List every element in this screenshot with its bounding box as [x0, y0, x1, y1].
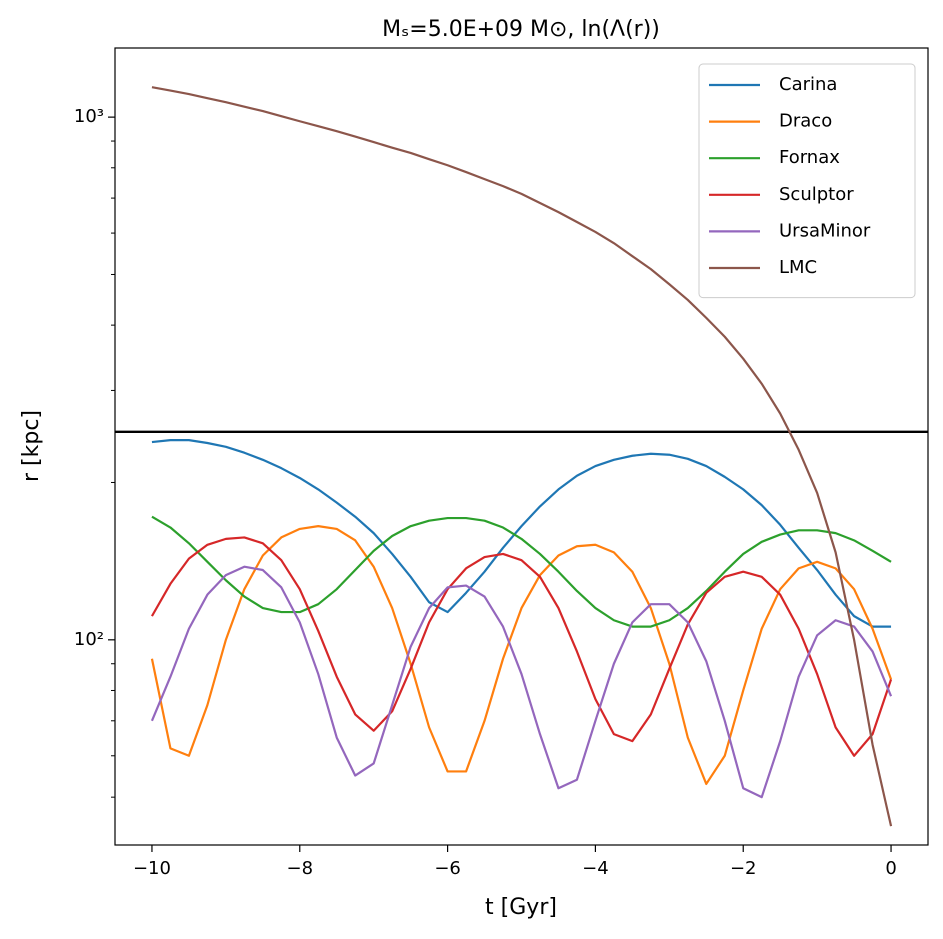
series-line [150, 536, 893, 757]
legend-label: Sculptor [779, 184, 854, 205]
x-tick-label: 0 [885, 858, 896, 879]
x-tick-label: −6 [434, 858, 461, 879]
series-line [151, 439, 892, 628]
x-tick-label: −8 [286, 858, 313, 879]
legend: Carina Draco Fornax Sculptor UrsaMinor LMC [698, 63, 916, 299]
x-tick-label: −2 [730, 858, 757, 879]
series-line [151, 515, 892, 628]
chart-title: Mₛ=5.0E+09 M⊙, ln(Λ(r)) [382, 17, 660, 42]
series-line [150, 565, 893, 799]
legend-label: Carina [779, 74, 837, 95]
x-tick-label: −4 [582, 858, 609, 879]
legend-label: UrsaMinor [779, 220, 871, 241]
legend-label: LMC [779, 257, 817, 278]
y-tick-label: 10³ [74, 106, 104, 127]
series-line [150, 525, 893, 786]
plot-frame [114, 47, 929, 846]
x-axis-label: t [Gyr] [485, 895, 557, 920]
x-tick-label: −10 [133, 858, 171, 879]
series-line [151, 86, 893, 827]
plot-area [115, 86, 928, 827]
y-axis-label: r [kpc] [19, 410, 44, 482]
y-tick-label: 10² [74, 629, 104, 650]
legend-label: Fornax [779, 147, 840, 168]
legend-label: Draco [779, 111, 832, 132]
